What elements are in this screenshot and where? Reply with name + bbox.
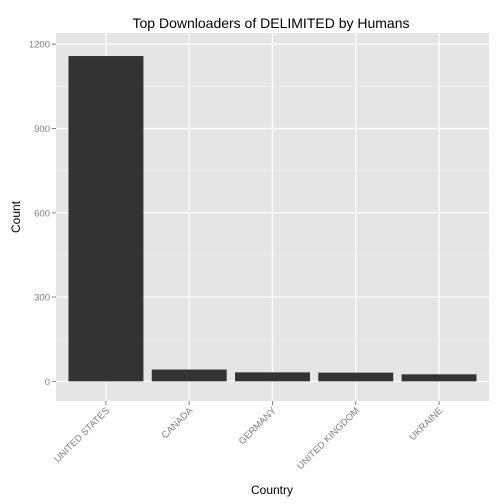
x-axis-ticks: UNITED STATES CANADA GERMANY UNITED KINGDOM… [52, 401, 445, 472]
y-tick-label: 0 [45, 377, 50, 388]
chart-title: Top Downloaders of DELIMITED by Humans [133, 15, 410, 31]
y-tick-label: 600 [34, 208, 50, 219]
x-axis-title: Country [251, 483, 293, 497]
y-axis-title: Count [9, 200, 23, 233]
x-tick-label: UNITED KINGDOM [295, 405, 362, 472]
y-tick-label: 300 [34, 293, 50, 304]
bar [235, 372, 310, 382]
y-tick-label: 1200 [29, 40, 50, 51]
y-tick-label: 900 [34, 124, 50, 135]
x-tick-label: UNITED STATES [52, 405, 112, 465]
y-axis-ticks: 0 300 600 900 1200 [29, 40, 56, 388]
x-tick-label: GERMANY [237, 405, 279, 447]
bar [151, 369, 227, 382]
x-tick-label: CANADA [160, 405, 196, 441]
x-tick-label: UKRAINE [408, 405, 446, 443]
bar [318, 372, 394, 382]
bars [68, 56, 477, 382]
bar [68, 56, 144, 382]
bar [401, 374, 477, 382]
